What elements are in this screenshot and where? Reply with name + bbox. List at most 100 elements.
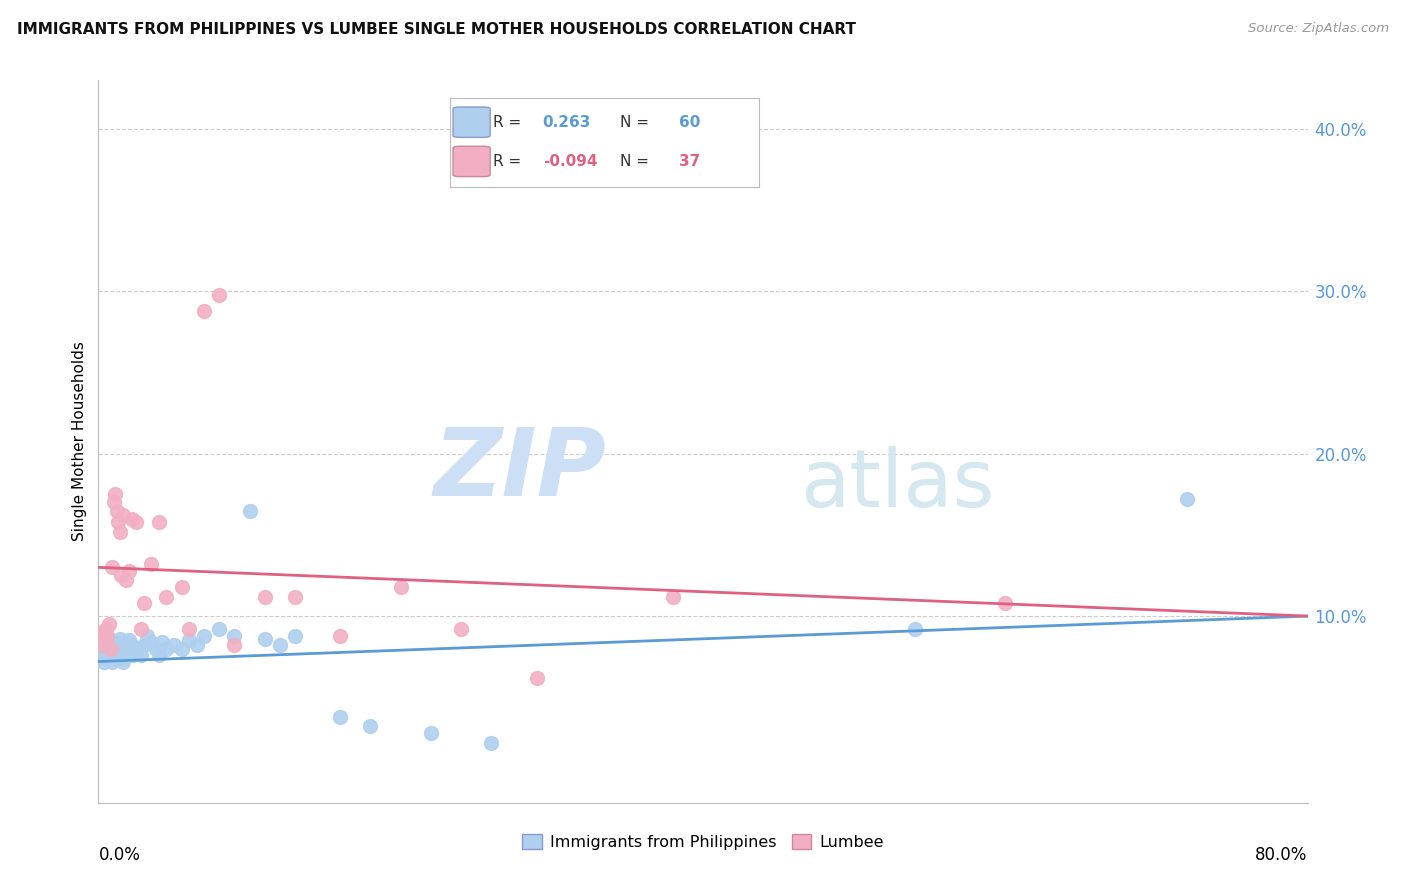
Point xyxy=(103,649,125,664)
Point xyxy=(481,736,503,750)
Point xyxy=(253,590,276,604)
Point xyxy=(170,580,193,594)
Point xyxy=(661,590,683,604)
Point xyxy=(224,638,246,652)
Point xyxy=(105,503,128,517)
Point xyxy=(90,638,112,652)
Point xyxy=(107,638,129,652)
Point xyxy=(129,622,152,636)
Point xyxy=(125,645,148,659)
Point xyxy=(94,638,117,652)
Point xyxy=(193,303,215,318)
Point xyxy=(145,641,167,656)
Point xyxy=(450,622,472,636)
Point xyxy=(110,651,132,665)
Point xyxy=(96,629,118,643)
Point xyxy=(91,625,114,640)
Point xyxy=(111,508,134,523)
Point xyxy=(329,710,352,724)
Point xyxy=(1175,492,1198,507)
Point xyxy=(107,515,129,529)
Point xyxy=(155,641,177,656)
Point xyxy=(108,645,131,659)
Point xyxy=(120,645,142,659)
Point xyxy=(100,645,122,659)
Point xyxy=(105,651,128,665)
Point xyxy=(108,632,131,646)
Point xyxy=(148,515,170,529)
Text: 60: 60 xyxy=(679,115,700,129)
Point xyxy=(104,487,127,501)
Point xyxy=(186,638,208,652)
Point xyxy=(107,648,129,662)
Point xyxy=(420,726,443,740)
Point xyxy=(96,641,118,656)
Point xyxy=(101,655,124,669)
Point xyxy=(179,633,201,648)
Text: ZIP: ZIP xyxy=(433,425,606,516)
Point xyxy=(111,655,134,669)
Point xyxy=(239,503,262,517)
Point xyxy=(127,641,149,656)
FancyBboxPatch shape xyxy=(453,107,491,137)
Point xyxy=(526,671,548,685)
Text: 0.263: 0.263 xyxy=(543,115,591,129)
Point xyxy=(994,596,1017,610)
Text: -0.094: -0.094 xyxy=(543,154,598,169)
Point xyxy=(904,622,927,636)
Point xyxy=(121,638,143,652)
Point xyxy=(135,629,157,643)
Point xyxy=(110,568,132,582)
Point xyxy=(112,648,135,662)
Point xyxy=(193,629,215,643)
Point xyxy=(104,645,127,659)
Point xyxy=(150,635,173,649)
Point xyxy=(105,641,128,656)
Point xyxy=(122,648,145,662)
Point xyxy=(179,622,201,636)
Point xyxy=(90,649,112,664)
Point xyxy=(284,590,307,604)
Point xyxy=(253,632,276,646)
Text: atlas: atlas xyxy=(800,446,994,524)
Point xyxy=(170,641,193,656)
Point xyxy=(100,633,122,648)
Point xyxy=(101,641,124,656)
FancyBboxPatch shape xyxy=(453,146,491,177)
Point xyxy=(141,635,163,649)
Point xyxy=(103,638,125,652)
Legend: Immigrants from Philippines, Lumbee: Immigrants from Philippines, Lumbee xyxy=(516,828,890,856)
Point xyxy=(125,515,148,529)
Point xyxy=(93,655,115,669)
Text: R =: R = xyxy=(494,154,526,169)
Point xyxy=(389,580,412,594)
Text: N =: N = xyxy=(620,115,654,129)
Point xyxy=(224,629,246,643)
Point xyxy=(93,632,115,646)
Point xyxy=(163,638,186,652)
Point xyxy=(129,648,152,662)
Point xyxy=(114,574,136,588)
Point xyxy=(96,651,118,665)
Point xyxy=(360,719,382,733)
Y-axis label: Single Mother Households: Single Mother Households xyxy=(72,342,87,541)
Point xyxy=(115,643,138,657)
Point xyxy=(114,638,136,652)
Point xyxy=(103,495,125,509)
Point xyxy=(94,645,117,659)
Point xyxy=(94,622,117,636)
Point xyxy=(111,641,134,656)
Point xyxy=(100,641,122,656)
Point xyxy=(91,641,114,656)
Point xyxy=(132,596,155,610)
Point xyxy=(118,564,141,578)
Text: 0.0%: 0.0% xyxy=(98,847,141,864)
Point xyxy=(98,648,121,662)
Point xyxy=(208,287,231,301)
Text: IMMIGRANTS FROM PHILIPPINES VS LUMBEE SINGLE MOTHER HOUSEHOLDS CORRELATION CHART: IMMIGRANTS FROM PHILIPPINES VS LUMBEE SI… xyxy=(17,22,856,37)
Text: Source: ZipAtlas.com: Source: ZipAtlas.com xyxy=(1249,22,1389,36)
Point xyxy=(101,560,124,574)
Text: 80.0%: 80.0% xyxy=(1256,847,1308,864)
Point xyxy=(132,638,155,652)
Point xyxy=(269,638,291,652)
